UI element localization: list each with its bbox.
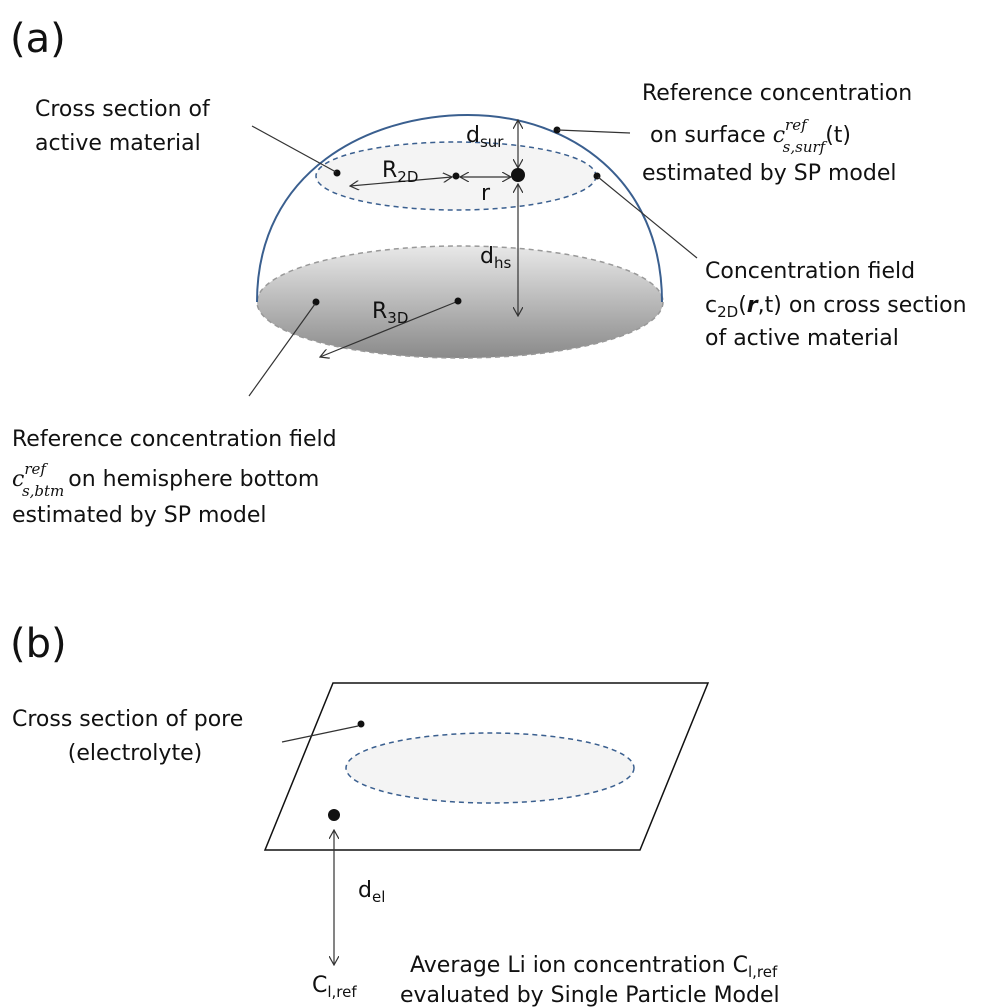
label: c2D(r,t) on cross section (705, 293, 967, 321)
label: active material (35, 131, 201, 156)
label: Cl,ref (312, 973, 357, 1001)
label: (electrolyte) (68, 741, 202, 766)
label: of active material (705, 326, 899, 351)
hemisphere (249, 115, 697, 396)
label: del (358, 878, 385, 906)
label: Cross section of (35, 97, 211, 122)
plane (265, 683, 708, 965)
diagram: (a) Cross section of active material Ref… (0, 0, 988, 1007)
label: Average Li ion concentration Cl,ref (410, 953, 778, 981)
label: r (481, 181, 491, 206)
label: dsur (466, 123, 504, 151)
panel-label: (a) (10, 16, 66, 62)
panel-label: (b) (10, 621, 67, 667)
label: Cross section of pore (12, 707, 243, 732)
label: Reference concentration (642, 81, 912, 106)
label: estimated by SP model (12, 503, 266, 528)
label: Concentration field (705, 259, 915, 284)
label: evaluated by Single Particle Model (400, 983, 780, 1007)
label: estimated by SP model (642, 161, 896, 186)
label: Reference concentration field (12, 427, 337, 452)
